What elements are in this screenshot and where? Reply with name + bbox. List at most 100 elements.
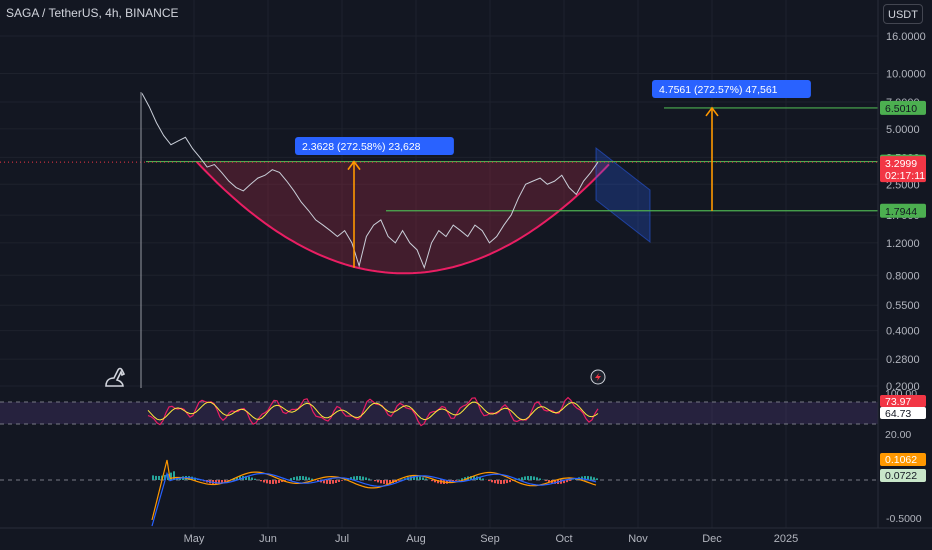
price-tick-label: 0.8000: [886, 270, 920, 282]
price-tick-label: 0.5500: [886, 300, 920, 312]
time-axis[interactable]: May Jun Jul Aug Sep Oct Nov Dec 2025: [184, 533, 799, 545]
macd-bar: [566, 480, 568, 483]
measure-label: 4.7561 (272.57%) 47,561: [659, 84, 778, 96]
macd-bar: [356, 476, 358, 480]
macd-bar: [338, 480, 340, 482]
price-axis[interactable]: 16.000010.00007.00005.00003.50002.50001.…: [886, 31, 926, 393]
macd-bar: [155, 475, 157, 480]
macd-bar: [584, 476, 586, 480]
time-tick-label: Aug: [406, 533, 426, 545]
macd-bar: [437, 480, 439, 484]
macd-bar: [494, 480, 496, 484]
measure-tools: 2.3628 (272.58%) 23,628 4.7561 (272.57%) …: [295, 80, 811, 268]
macd-bar: [509, 480, 511, 483]
price-tick-label: 5.0000: [886, 124, 920, 136]
tradingview-logo-icon[interactable]: [105, 367, 126, 387]
time-tick-label: Jul: [335, 533, 349, 545]
macd-bar: [332, 480, 334, 484]
macd-bar: [422, 477, 424, 480]
macd-bar: [416, 476, 418, 480]
time-tick-label: May: [184, 533, 205, 545]
macd-bar: [368, 478, 370, 480]
macd-bar: [374, 480, 376, 482]
macd-bar: [293, 477, 295, 480]
macd-bar: [308, 477, 310, 480]
measure-arrowhead: [705, 106, 719, 117]
currency-button[interactable]: USDT: [883, 4, 923, 24]
macd-bar: [281, 480, 283, 482]
macd-bar: [239, 476, 241, 480]
macd-tag: [880, 453, 926, 466]
macd-bar: [548, 480, 550, 483]
macd-bar: [335, 480, 337, 484]
time-tick-label: Jun: [259, 533, 277, 545]
macd-line: [151, 459, 597, 521]
price-tick-label: 2.5000: [886, 179, 920, 191]
macd-bar: [497, 480, 499, 484]
macd-bar: [221, 480, 223, 483]
measure-label-box: [652, 80, 811, 98]
macd-bar: [410, 476, 412, 480]
macd-bar: [518, 478, 520, 480]
macd-bar: [389, 480, 391, 484]
macd-bar: [263, 480, 265, 483]
rsi-tick-label: 64.73: [885, 408, 911, 420]
time-tick-label: Nov: [628, 533, 648, 545]
macd-histogram: [152, 471, 598, 484]
macd-tick-label: -0.5000: [886, 513, 922, 525]
macd-bar: [593, 477, 595, 480]
macd-bar: [590, 476, 592, 480]
current-price-tag-text: 02:17:11: [885, 170, 925, 182]
macd-bar: [269, 480, 271, 484]
macd-bar: [473, 476, 475, 480]
macd-bar: [215, 480, 217, 484]
projection-channel: [595, 146, 651, 244]
macd-bar: [383, 480, 385, 484]
macd-bar: [464, 477, 466, 480]
macd-bar: [302, 476, 304, 480]
macd-bar: [527, 476, 529, 480]
macd-bar: [377, 480, 379, 483]
macd-bar: [554, 480, 556, 484]
macd-bar: [503, 480, 505, 484]
macd-tag-text: 0.1062: [885, 454, 917, 466]
macd-bar: [164, 474, 166, 480]
time-tick-label: Sep: [480, 533, 500, 545]
macd-bar: [521, 477, 523, 480]
macd-bar: [236, 477, 238, 480]
macd-bar: [488, 480, 490, 482]
macd-bar: [491, 480, 493, 483]
macd-bar: [218, 480, 220, 484]
macd-bar: [419, 476, 421, 480]
macd-bar: [152, 475, 154, 480]
macd-bar: [158, 475, 160, 480]
macd-bar: [272, 480, 274, 484]
macd-bar: [305, 476, 307, 480]
measure-label: 2.3628 (272.58%) 23,628: [302, 141, 421, 153]
macd-bar: [329, 480, 331, 484]
macd-bar: [398, 480, 400, 481]
macd-bar: [533, 476, 535, 480]
rsi-tick-label: 73.97: [885, 396, 911, 408]
macd-bar: [359, 476, 361, 480]
price-series: [141, 93, 599, 270]
measure-arrowhead: [347, 160, 361, 171]
macd-bar: [539, 478, 541, 480]
price-tick-label: 16.0000: [886, 31, 926, 43]
measure-label-box: [295, 137, 454, 155]
price-tick-label: 10.0000: [886, 69, 926, 81]
macd-bar: [413, 476, 415, 480]
price-tick-label: 0.2000: [886, 381, 920, 393]
macd-bar: [470, 476, 472, 480]
macd-bar: [362, 476, 364, 480]
macd-bar: [461, 478, 463, 480]
macd-bar: [401, 479, 403, 480]
lightning-icon[interactable]: [590, 369, 606, 385]
macd-signal-tag-text: 0.0722: [885, 470, 917, 482]
macd-bar: [569, 480, 571, 481]
macd-bar: [530, 476, 532, 480]
macd-bar: [251, 477, 253, 480]
